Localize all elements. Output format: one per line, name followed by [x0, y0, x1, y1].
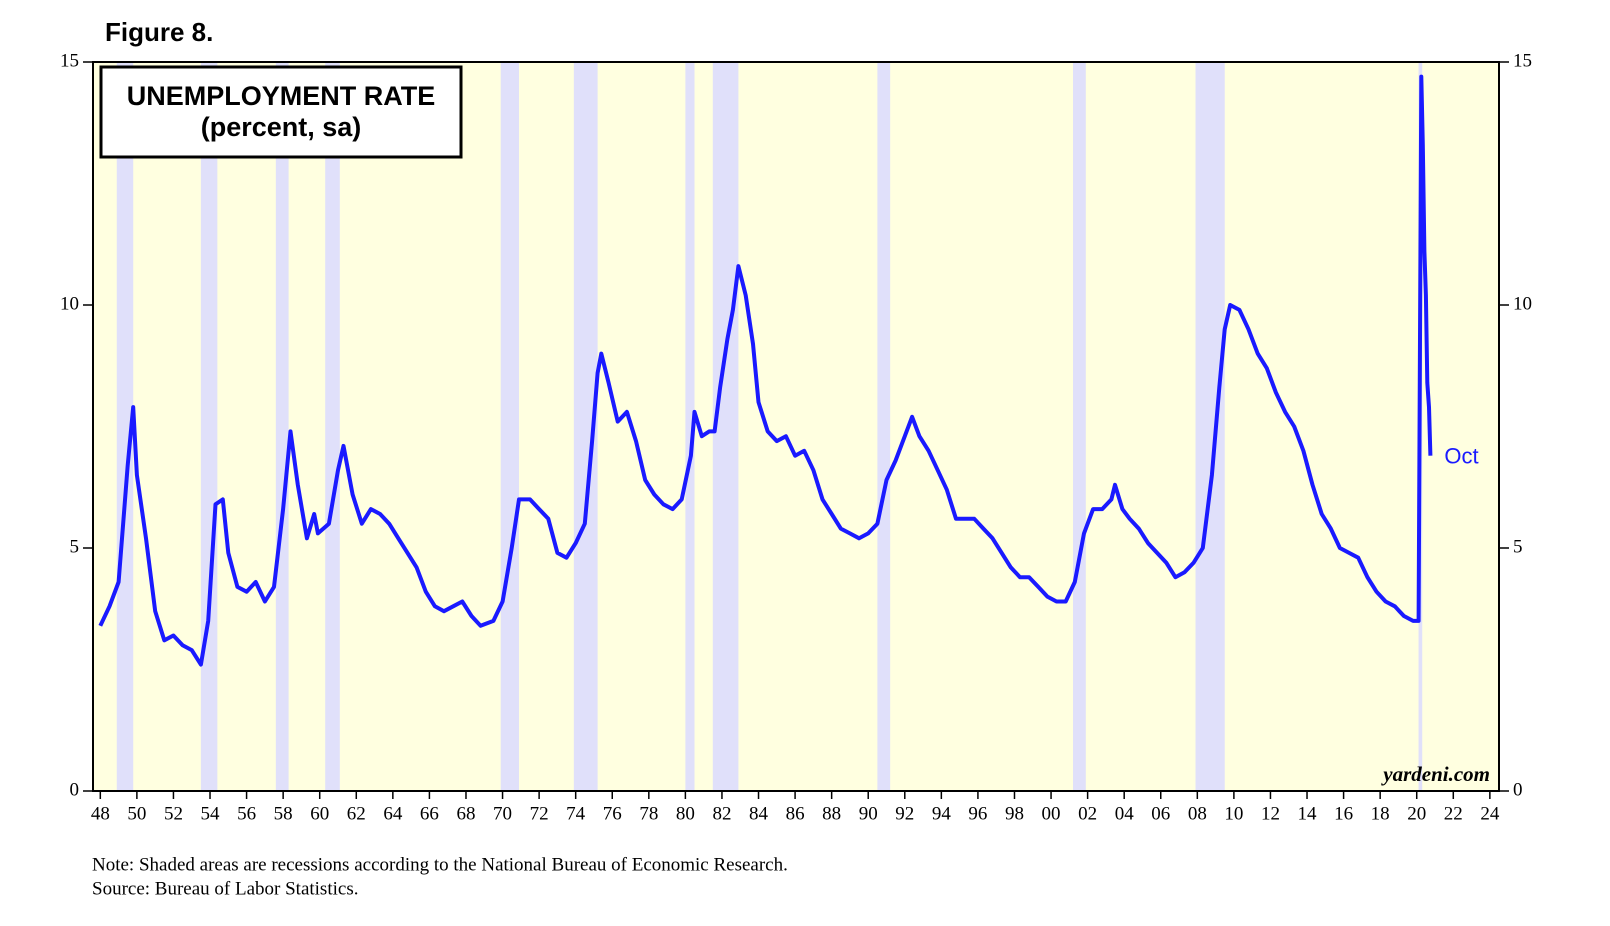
title-box — [99, 65, 463, 159]
x-tick-label: 84 — [749, 803, 769, 824]
annotation: Oct — [1444, 443, 1478, 468]
x-tick-label: 56 — [237, 803, 256, 824]
x-tick-label: 74 — [566, 803, 586, 824]
x-tick-label: 72 — [530, 803, 549, 824]
recession-band — [275, 62, 289, 791]
figure-label: Figure 8. — [105, 17, 213, 47]
x-tick-label: 08 — [1188, 803, 1207, 824]
x-tick-label: 16 — [1334, 803, 1353, 824]
recession-band — [573, 62, 598, 791]
x-tick-label: 90 — [859, 803, 878, 824]
x-tick-label: 82 — [712, 803, 731, 824]
y2-tick-label: 0 — [1513, 779, 1523, 800]
x-tick-label: 68 — [456, 803, 475, 824]
x-tick-label: 80 — [676, 803, 695, 824]
x-tick-label: 92 — [895, 803, 914, 824]
recession-band — [1072, 62, 1086, 791]
watermark: yardeni.com — [1380, 762, 1490, 786]
note: Note: Shaded areas are recessions accord… — [92, 854, 788, 875]
recession-band — [685, 62, 695, 791]
plot-background — [93, 62, 1499, 791]
x-tick-label: 64 — [383, 803, 403, 824]
x-tick-label: 24 — [1480, 803, 1500, 824]
recession-band — [877, 62, 891, 791]
x-tick-label: 70 — [493, 803, 512, 824]
x-tick-label: 04 — [1115, 803, 1135, 824]
x-tick-label: 66 — [420, 803, 439, 824]
x-tick-label: 22 — [1444, 803, 1463, 824]
plot-frame — [92, 61, 1500, 792]
x-tick-label: 20 — [1407, 803, 1426, 824]
y-tick-label: 10 — [60, 293, 79, 314]
y-tick-label: 5 — [70, 536, 80, 557]
x-tick-label: 02 — [1078, 803, 1097, 824]
x-tick-label: 78 — [639, 803, 658, 824]
x-tick-label: 86 — [786, 803, 805, 824]
x-tick-label: 18 — [1371, 803, 1390, 824]
data-line — [98, 74, 1433, 667]
y-tick-label: 0 — [70, 779, 80, 800]
x-tick-label: 96 — [968, 803, 987, 824]
x-tick-label: 00 — [1042, 803, 1061, 824]
chart-title: UNEMPLOYMENT RATE — [127, 81, 436, 111]
y-tick-label: 15 — [60, 50, 79, 71]
x-tick-label: 98 — [1005, 803, 1024, 824]
recession-band — [500, 62, 520, 791]
x-tick-label: 52 — [164, 803, 183, 824]
chart-subtitle: (percent, sa) — [201, 112, 362, 142]
y2-tick-label: 10 — [1513, 293, 1532, 314]
x-tick-label: 50 — [127, 803, 146, 824]
recession-band — [1195, 62, 1225, 791]
x-tick-label: 58 — [274, 803, 293, 824]
source: Source: Bureau of Labor Statistics. — [92, 878, 358, 899]
y2-tick-label: 5 — [1513, 536, 1523, 557]
x-tick-label: 88 — [822, 803, 841, 824]
x-tick-label: 60 — [310, 803, 329, 824]
x-tick-label: 06 — [1151, 803, 1170, 824]
x-tick-label: 62 — [347, 803, 366, 824]
x-tick-label: 14 — [1298, 803, 1318, 824]
x-tick-label: 48 — [91, 803, 110, 824]
x-tick-label: 12 — [1261, 803, 1280, 824]
x-tick-label: 10 — [1224, 803, 1243, 824]
recession-band — [200, 62, 218, 791]
x-tick-label: 94 — [932, 803, 952, 824]
x-tick-label: 76 — [603, 803, 622, 824]
recession-band — [116, 62, 134, 791]
recession-band — [325, 62, 340, 791]
x-tick-label: 54 — [201, 803, 221, 824]
y2-tick-label: 15 — [1513, 50, 1532, 71]
